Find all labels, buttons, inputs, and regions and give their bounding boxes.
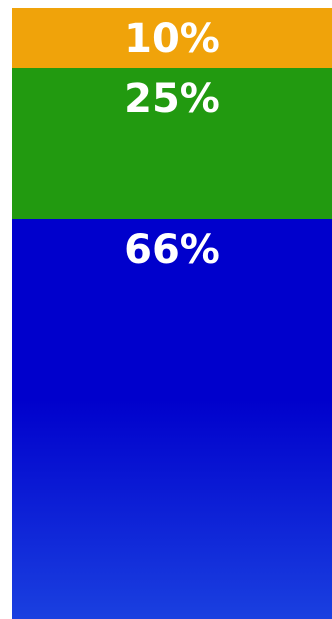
bar-segment-2: 66% <box>12 219 332 619</box>
data-label-2: 66% <box>124 227 220 273</box>
data-label-1: 25% <box>124 76 220 122</box>
bar-segment-0: 10% <box>12 8 332 68</box>
data-label-0: 10% <box>124 16 220 62</box>
bar-segment-1: 25% <box>12 68 332 219</box>
stacked-bar: 10% 25% 66% <box>12 8 332 619</box>
